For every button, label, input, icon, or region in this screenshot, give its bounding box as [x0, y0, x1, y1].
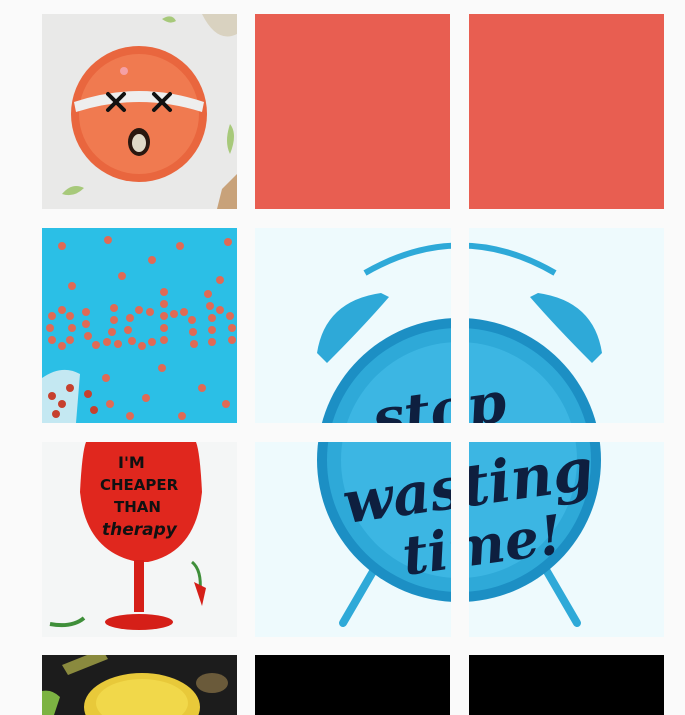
post-black-tile-1[interactable] — [255, 655, 450, 715]
post-clock-bottom-left[interactable] — [255, 442, 451, 637]
glass-text-line4: therapy — [102, 520, 178, 540]
ouch-pills-image — [42, 228, 237, 423]
post-clock-top-right[interactable] — [469, 228, 664, 423]
post-wine-glass[interactable]: I'M CHEAPER THAN therapy — [42, 442, 237, 637]
food-bowl-image — [42, 655, 237, 715]
glass-text-line3: THAN — [114, 498, 161, 516]
alarm-clock-mosaic: stop wasting time! — [255, 228, 664, 637]
post-coral-tile-2[interactable] — [469, 14, 664, 209]
post-black-tile-2[interactable] — [469, 655, 664, 715]
wine-glass-image: I'M CHEAPER THAN therapy — [42, 442, 237, 637]
grid-gutter — [255, 423, 664, 442]
glass-text-line2: CHEAPER — [100, 476, 179, 494]
post-ouch-pills[interactable] — [42, 228, 237, 423]
post-clock-bottom-right[interactable] — [469, 442, 664, 637]
glass-text-line1: I'M — [118, 453, 145, 472]
post-coral-tile-1[interactable] — [255, 14, 450, 209]
post-food-bowl[interactable] — [42, 655, 237, 715]
post-clock-top-left[interactable] — [255, 228, 451, 423]
post-orange-plate[interactable] — [42, 14, 237, 209]
orange-plate-image — [42, 14, 237, 209]
